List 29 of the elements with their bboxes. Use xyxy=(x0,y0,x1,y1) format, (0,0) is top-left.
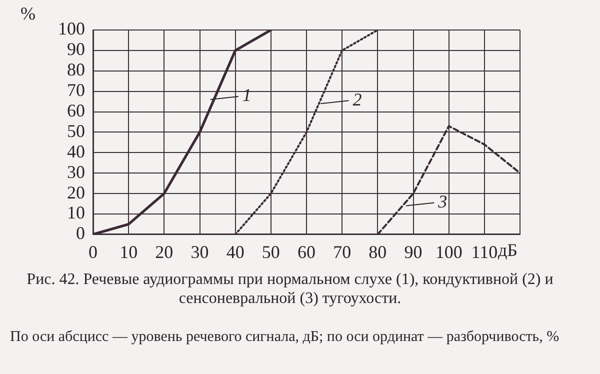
x-tick-label: 20 xyxy=(155,242,174,262)
y-tick-label: 90 xyxy=(67,39,85,60)
x-tick-label: 90 xyxy=(404,242,422,262)
text: Рис. 42. Речевые аудиограммы при нормальном слухе (1), кондуктивной (2) и сенсоневральной (3) тугоухости. xyxy=(26,270,554,308)
y-tick-label: 100 xyxy=(58,18,85,39)
x-tick-label: 0 xyxy=(88,242,98,262)
y-tick-label: 0 xyxy=(76,223,85,244)
x-tick-label: 60 xyxy=(298,242,316,262)
y-tick-label: 20 xyxy=(67,182,85,202)
y-tick-label: 60 xyxy=(67,100,85,120)
y-tick-label: 10 xyxy=(67,202,85,223)
x-tick-label: 70 xyxy=(333,242,352,262)
y-tick-label: 70 xyxy=(67,80,85,100)
text: По оси абсцисс — уровень речевого сигнала, дБ; по оси ординат — разборчивость, % xyxy=(10,328,560,346)
x-tick-label: 10 xyxy=(120,242,138,262)
x-tick-label: 50 xyxy=(262,242,280,262)
y-tick-label: 50 xyxy=(67,120,85,141)
y-tick-label: 80 xyxy=(67,60,85,80)
annotation: 3 xyxy=(437,192,448,212)
x-tick-label: 110 xyxy=(471,242,498,262)
annotation: 2 xyxy=(352,89,362,110)
x-tick-label: 40 xyxy=(226,242,244,262)
y-tick-label: 30 xyxy=(67,162,85,182)
x-tick-label: 30 xyxy=(190,242,209,262)
y-axis-title: % xyxy=(20,4,36,24)
y-tick-label: 40 xyxy=(67,141,85,162)
x-tick-label: 80 xyxy=(368,242,387,262)
x-axis-title: дБ xyxy=(498,240,518,260)
x-tick-label: 100 xyxy=(435,242,462,262)
